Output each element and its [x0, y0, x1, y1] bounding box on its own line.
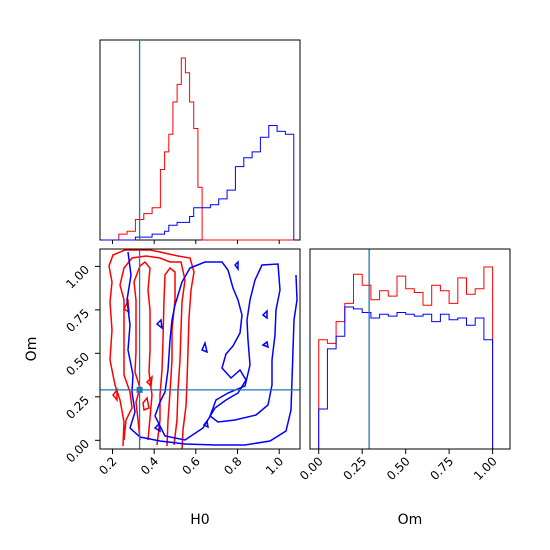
contour-blue-inner: [209, 263, 281, 423]
contour-red-small-2: [145, 374, 153, 388]
hist-om-xtick-label-4: 1.00: [471, 454, 500, 483]
hist-h0-series-red: [102, 57, 294, 241]
hist-om-frame: [309, 248, 511, 450]
hist-om-xlabel: Om: [398, 512, 423, 528]
contour-blue-small-5: [155, 318, 163, 330]
hist-om-xtick-label-1: 0.25: [341, 454, 370, 483]
hist-h0-frame: [99, 39, 301, 241]
hist-om-panel: 0.00 0.25 0.50 0.75 1.00 Om: [297, 248, 511, 528]
hist-om-series-red: [318, 266, 494, 449]
contour-ylabel: Om: [24, 337, 40, 362]
contour-blue-run: [126, 251, 298, 446]
contour-blue-small-1: [234, 260, 239, 272]
contour-ytick-label-0: 0.00: [63, 437, 92, 466]
contour-xlabel: H0: [190, 512, 209, 528]
contour-xtick-label-0: 0.2: [96, 454, 119, 477]
contour-blue-small-6: [153, 422, 161, 433]
contour-ytick-label-4: 1.00: [63, 263, 92, 292]
hist-om-xtick-label-3: 0.75: [427, 454, 456, 483]
contour-red-small-3: [112, 387, 118, 403]
contour-red-outer: [108, 249, 195, 449]
contour-xtick-label-4: 1.0: [263, 454, 286, 477]
contour-frame: [99, 248, 301, 450]
contour-ytick-label-1: 0.25: [63, 393, 92, 422]
contour-ytick-label-3: 0.75: [63, 306, 92, 335]
contour-panel: 0.2 0.4 0.6 0.8 1.0 0.000.250.500.751.00 H0 …: [24, 248, 301, 528]
contour-blue-outer: [126, 251, 298, 446]
contour-blue-mid: [154, 261, 247, 441]
contour-xtick-label-1: 0.4: [138, 454, 161, 477]
contour-red-inner-right: [156, 266, 176, 447]
contour-blue-small-3: [261, 309, 268, 320]
contour-red-inner-left: [133, 260, 153, 441]
contour-red-small-4: [142, 396, 150, 412]
contour-red-run: [108, 249, 195, 449]
hist-om-series-blue: [318, 306, 494, 449]
hist-om-xtick-label-0: 0.00: [297, 454, 326, 483]
hist-h0-panel: [99, 39, 301, 244]
contour-ytick-label-2: 0.50: [63, 350, 92, 379]
contour-xtick-label-3: 0.8: [221, 454, 244, 477]
contour-blue-small-4: [261, 340, 270, 349]
hist-om-xtick-label-2: 0.50: [384, 454, 413, 483]
contour-xtick-label-2: 0.6: [180, 454, 203, 477]
contour-blue-small-7: [202, 419, 209, 429]
contour-blue-small-2: [201, 340, 209, 354]
truth-marker: [136, 386, 143, 393]
hist-h0-series-blue: [102, 125, 295, 241]
